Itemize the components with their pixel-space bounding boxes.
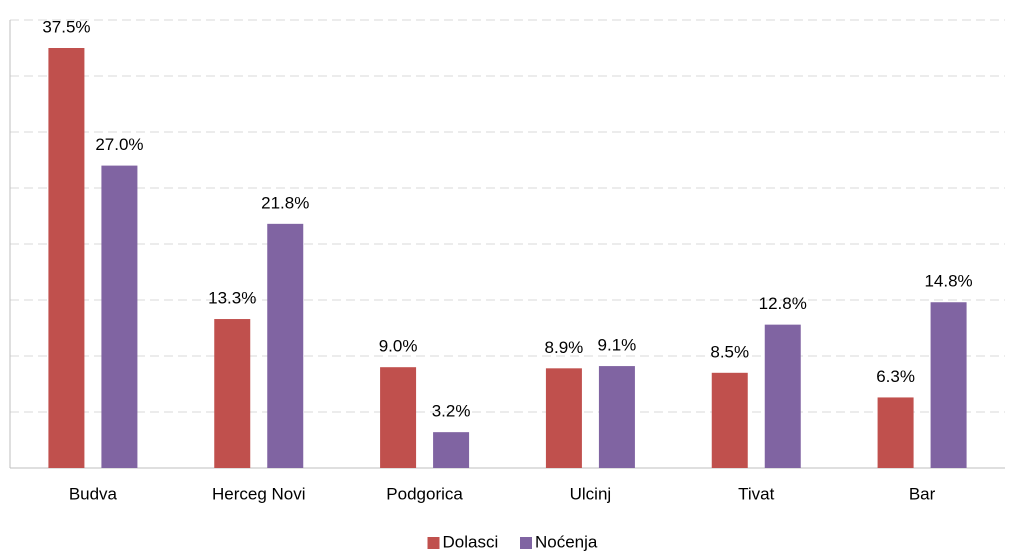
data-label: 6.3% xyxy=(876,367,915,386)
bar xyxy=(48,48,85,468)
x-tick-label: Budva xyxy=(69,484,118,503)
x-tick-label: Ulcinj xyxy=(570,484,612,503)
x-tick-label: Podgorica xyxy=(386,484,463,503)
bar xyxy=(711,372,748,468)
bar xyxy=(101,165,138,468)
bar xyxy=(930,302,967,468)
bar xyxy=(267,223,304,468)
x-tick-label: Tivat xyxy=(738,484,774,503)
bar xyxy=(764,324,801,468)
data-label: 27.0% xyxy=(95,135,143,154)
data-label: 9.0% xyxy=(379,337,418,356)
data-label: 8.5% xyxy=(710,342,749,361)
legend-label: Noćenja xyxy=(535,532,598,551)
bar xyxy=(598,366,635,468)
bar xyxy=(877,397,914,468)
legend-swatch xyxy=(427,537,440,549)
data-label: 9.1% xyxy=(598,336,637,355)
x-tick-label: Herceg Novi xyxy=(212,484,306,503)
data-label: 13.3% xyxy=(208,289,256,308)
data-label: 14.8% xyxy=(924,272,972,291)
bar xyxy=(214,319,251,468)
legend-label: Dolasci xyxy=(443,532,499,551)
bar xyxy=(545,368,582,468)
data-label: 12.8% xyxy=(759,294,807,313)
data-label: 21.8% xyxy=(261,193,309,212)
bar xyxy=(380,367,417,468)
data-label: 3.2% xyxy=(432,402,471,421)
bar xyxy=(433,432,470,468)
data-label: 8.9% xyxy=(545,338,584,357)
x-tick-label: Bar xyxy=(909,484,936,503)
legend-swatch xyxy=(520,537,532,549)
data-label: 37.5% xyxy=(42,17,90,36)
